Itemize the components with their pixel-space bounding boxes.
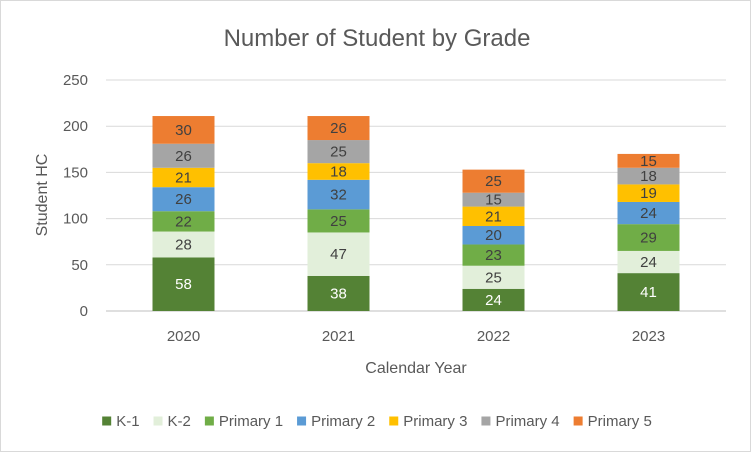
data-label: 18 (640, 168, 657, 185)
data-label: 29 (640, 230, 657, 247)
bar-segment (307, 140, 370, 164)
bar-segment (152, 231, 215, 258)
legend-swatch (389, 416, 399, 426)
data-label: 25 (485, 173, 502, 190)
bar-segment (307, 209, 370, 233)
data-label: 47 (330, 246, 347, 263)
x-tick-label: 2023 (632, 328, 665, 345)
bar-segment (152, 143, 215, 168)
bar-segment (152, 167, 215, 188)
data-label: 25 (330, 213, 347, 230)
data-label: 24 (485, 292, 502, 309)
bar-segment (462, 225, 525, 245)
bar-segment (617, 167, 680, 185)
x-tick-label: 2022 (477, 328, 510, 345)
x-tick-label: 2021 (322, 328, 355, 345)
data-label: 19 (640, 185, 657, 202)
bar-segment (462, 288, 525, 311)
y-axis-ticks: 0 50 100 150 200 250 (63, 72, 88, 320)
data-label: 38 (330, 285, 347, 302)
legend-swatch (204, 416, 214, 426)
bar-segment (617, 184, 680, 202)
legend-label: Primary 5 (588, 413, 652, 430)
bar-segment (462, 206, 525, 226)
data-label: 30 (175, 122, 192, 139)
data-label: 26 (330, 120, 347, 137)
x-axis-ticks: 2020 2021 2022 2023 (167, 328, 665, 345)
bar-segment (307, 179, 370, 210)
bar-segment (617, 201, 680, 225)
y-axis-title: Student HC (34, 154, 51, 237)
legend-item: Primary 2 (297, 413, 375, 430)
data-label: 58 (175, 276, 192, 293)
bar-segment (152, 257, 215, 311)
chart-title: Number of Student by Grade (224, 25, 531, 52)
data-label: 25 (485, 269, 502, 286)
data-label: 22 (175, 213, 192, 230)
legend-label: Primary 2 (311, 413, 375, 430)
data-label: 15 (485, 192, 502, 209)
data-label: 15 (640, 153, 657, 170)
y-tick-label: 50 (71, 257, 88, 274)
data-label: 21 (485, 208, 502, 225)
bar-segment (617, 153, 680, 168)
legend-item: Primary 5 (573, 413, 652, 430)
x-axis-title: Calendar Year (365, 360, 467, 377)
data-label: 18 (330, 163, 347, 180)
data-label: 26 (175, 191, 192, 208)
legend-swatch (102, 416, 112, 426)
bar-segment (152, 211, 215, 232)
legend-item: K-2 (153, 413, 191, 430)
legend: K-1 K-2 Primary 1 Primary 2 Primary 3 Primary… (102, 413, 652, 430)
y-tick-label: 100 (63, 211, 88, 228)
bar-segment (307, 275, 370, 311)
legend-swatch (573, 416, 583, 426)
data-label: 26 (175, 148, 192, 165)
legend-item: Primary 3 (389, 413, 467, 430)
bar-segment (617, 273, 680, 311)
y-tick-label: 0 (80, 303, 88, 320)
data-label: 41 (640, 284, 657, 301)
y-tick-label: 250 (63, 72, 88, 89)
bar-segment (462, 192, 525, 207)
data-label: 23 (485, 247, 502, 264)
bar-segment (462, 169, 525, 193)
bar-segment (307, 116, 370, 141)
bar-segment (462, 265, 525, 289)
bars: 5828222621263038472532182526242523202115… (152, 116, 680, 311)
legend-label: Primary 4 (495, 413, 559, 430)
data-label: 21 (175, 169, 192, 186)
legend-label: Primary 3 (403, 413, 467, 430)
data-label: 24 (640, 254, 657, 271)
legend-label: K-1 (116, 413, 139, 430)
bar-segment (617, 250, 680, 274)
data-label: 32 (330, 187, 347, 204)
legend-swatch (481, 416, 491, 426)
data-label: 24 (640, 205, 657, 222)
bar-segment (307, 232, 370, 276)
legend-label: Primary 1 (219, 413, 283, 430)
bar-segment (307, 163, 370, 180)
data-label: 25 (330, 144, 347, 161)
legend-swatch (153, 416, 163, 426)
y-tick-label: 200 (63, 118, 88, 135)
bar-segment (462, 244, 525, 266)
legend-label: K-2 (168, 413, 191, 430)
data-label: 20 (485, 227, 502, 244)
y-tick-label: 150 (63, 164, 88, 181)
legend-item: Primary 4 (481, 413, 560, 430)
data-label: 28 (175, 236, 192, 253)
legend-swatch (297, 416, 307, 426)
bar-segment (152, 116, 215, 144)
legend-item: K-1 (102, 413, 140, 430)
legend-item: Primary 1 (204, 413, 283, 430)
bar-segment (617, 224, 680, 251)
bar-segment (152, 187, 215, 212)
x-tick-label: 2020 (167, 328, 200, 345)
